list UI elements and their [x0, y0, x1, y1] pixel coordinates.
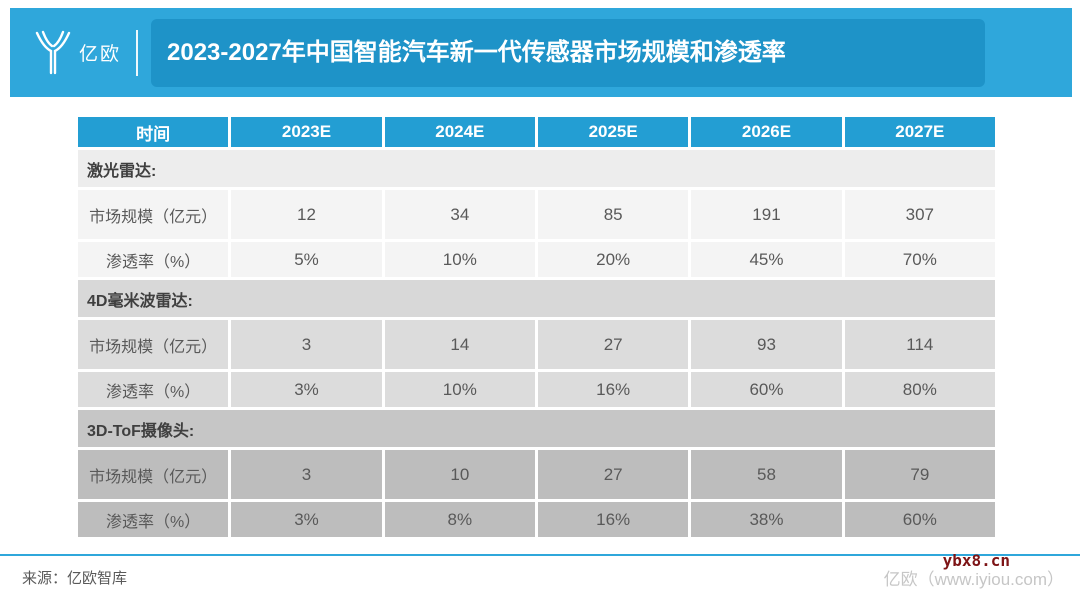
value-cell: 20%	[537, 242, 689, 277]
value-cell: 3%	[231, 502, 382, 537]
year-header-cell: 2023E	[231, 117, 382, 147]
row-label: 市场规模（亿元）	[78, 320, 229, 369]
year-header-cell: 2024E	[384, 117, 535, 147]
value-cell: 8%	[384, 502, 535, 537]
value-cell: 191	[691, 190, 842, 239]
value-cell: 3%	[231, 372, 382, 407]
section-header: 3D-ToF摄像头:	[78, 410, 995, 447]
value-cell: 114	[844, 320, 995, 369]
value-cell: 70%	[844, 242, 995, 277]
value-cell: 307	[844, 190, 995, 239]
value-cell: 34	[384, 190, 535, 239]
time-header-cell: 时间	[78, 117, 229, 147]
value-cell: 45%	[691, 242, 842, 277]
value-cell: 60%	[691, 372, 842, 407]
value-cell: 3	[231, 450, 382, 499]
row-label: 渗透率（%）	[78, 502, 229, 537]
sensor-market-table: 时间 2023E 2024E 2025E 2026E 2027E 激光雷达: 市场规模（亿元）…	[78, 117, 995, 537]
value-cell: 12	[231, 190, 382, 239]
value-cell: 80%	[844, 372, 995, 407]
value-cell: 60%	[844, 502, 995, 537]
iyiou-logo: 亿欧	[34, 30, 121, 76]
value-cell: 93	[691, 320, 842, 369]
value-cell: 27	[537, 320, 689, 369]
year-header-cell: 2025E	[537, 117, 689, 147]
value-cell: 10%	[384, 372, 535, 407]
row-label: 市场规模（亿元）	[78, 190, 229, 239]
value-cell: 16%	[537, 502, 689, 537]
value-cell: 10%	[384, 242, 535, 277]
year-header-cell: 2026E	[691, 117, 842, 147]
value-cell: 16%	[537, 372, 689, 407]
brand-url-label: 亿欧（www.iyiou.com）	[883, 570, 1064, 589]
iyiou-logo-icon	[35, 30, 71, 74]
footer-divider-line	[0, 554, 1080, 556]
value-cell: 14	[384, 320, 535, 369]
value-cell: 10	[384, 450, 535, 499]
value-cell: 85	[537, 190, 689, 239]
section-header: 激光雷达:	[78, 150, 995, 187]
row-label: 市场规模（亿元）	[78, 450, 229, 499]
row-label: 渗透率（%）	[78, 242, 229, 277]
page-title: 2023-2027年中国智能汽车新一代传感器市场规模和渗透率	[151, 18, 986, 87]
year-header-cell: 2027E	[844, 117, 995, 147]
value-cell: 5%	[231, 242, 382, 277]
value-cell: 3	[231, 320, 382, 369]
value-cell: 58	[691, 450, 842, 499]
value-cell: 27	[537, 450, 689, 499]
value-cell: 38%	[691, 502, 842, 537]
row-label: 渗透率（%）	[78, 372, 229, 407]
header-banner: 亿欧 2023-2027年中国智能汽车新一代传感器市场规模和渗透率	[10, 8, 1072, 97]
section-header: 4D毫米波雷达:	[78, 280, 995, 317]
watermark-text: ybx8.cn	[942, 551, 1010, 570]
logo-text: 亿欧	[79, 44, 122, 65]
value-cell: 79	[844, 450, 995, 499]
banner-divider	[136, 29, 139, 76]
source-label: 来源：亿欧智库	[22, 570, 128, 587]
